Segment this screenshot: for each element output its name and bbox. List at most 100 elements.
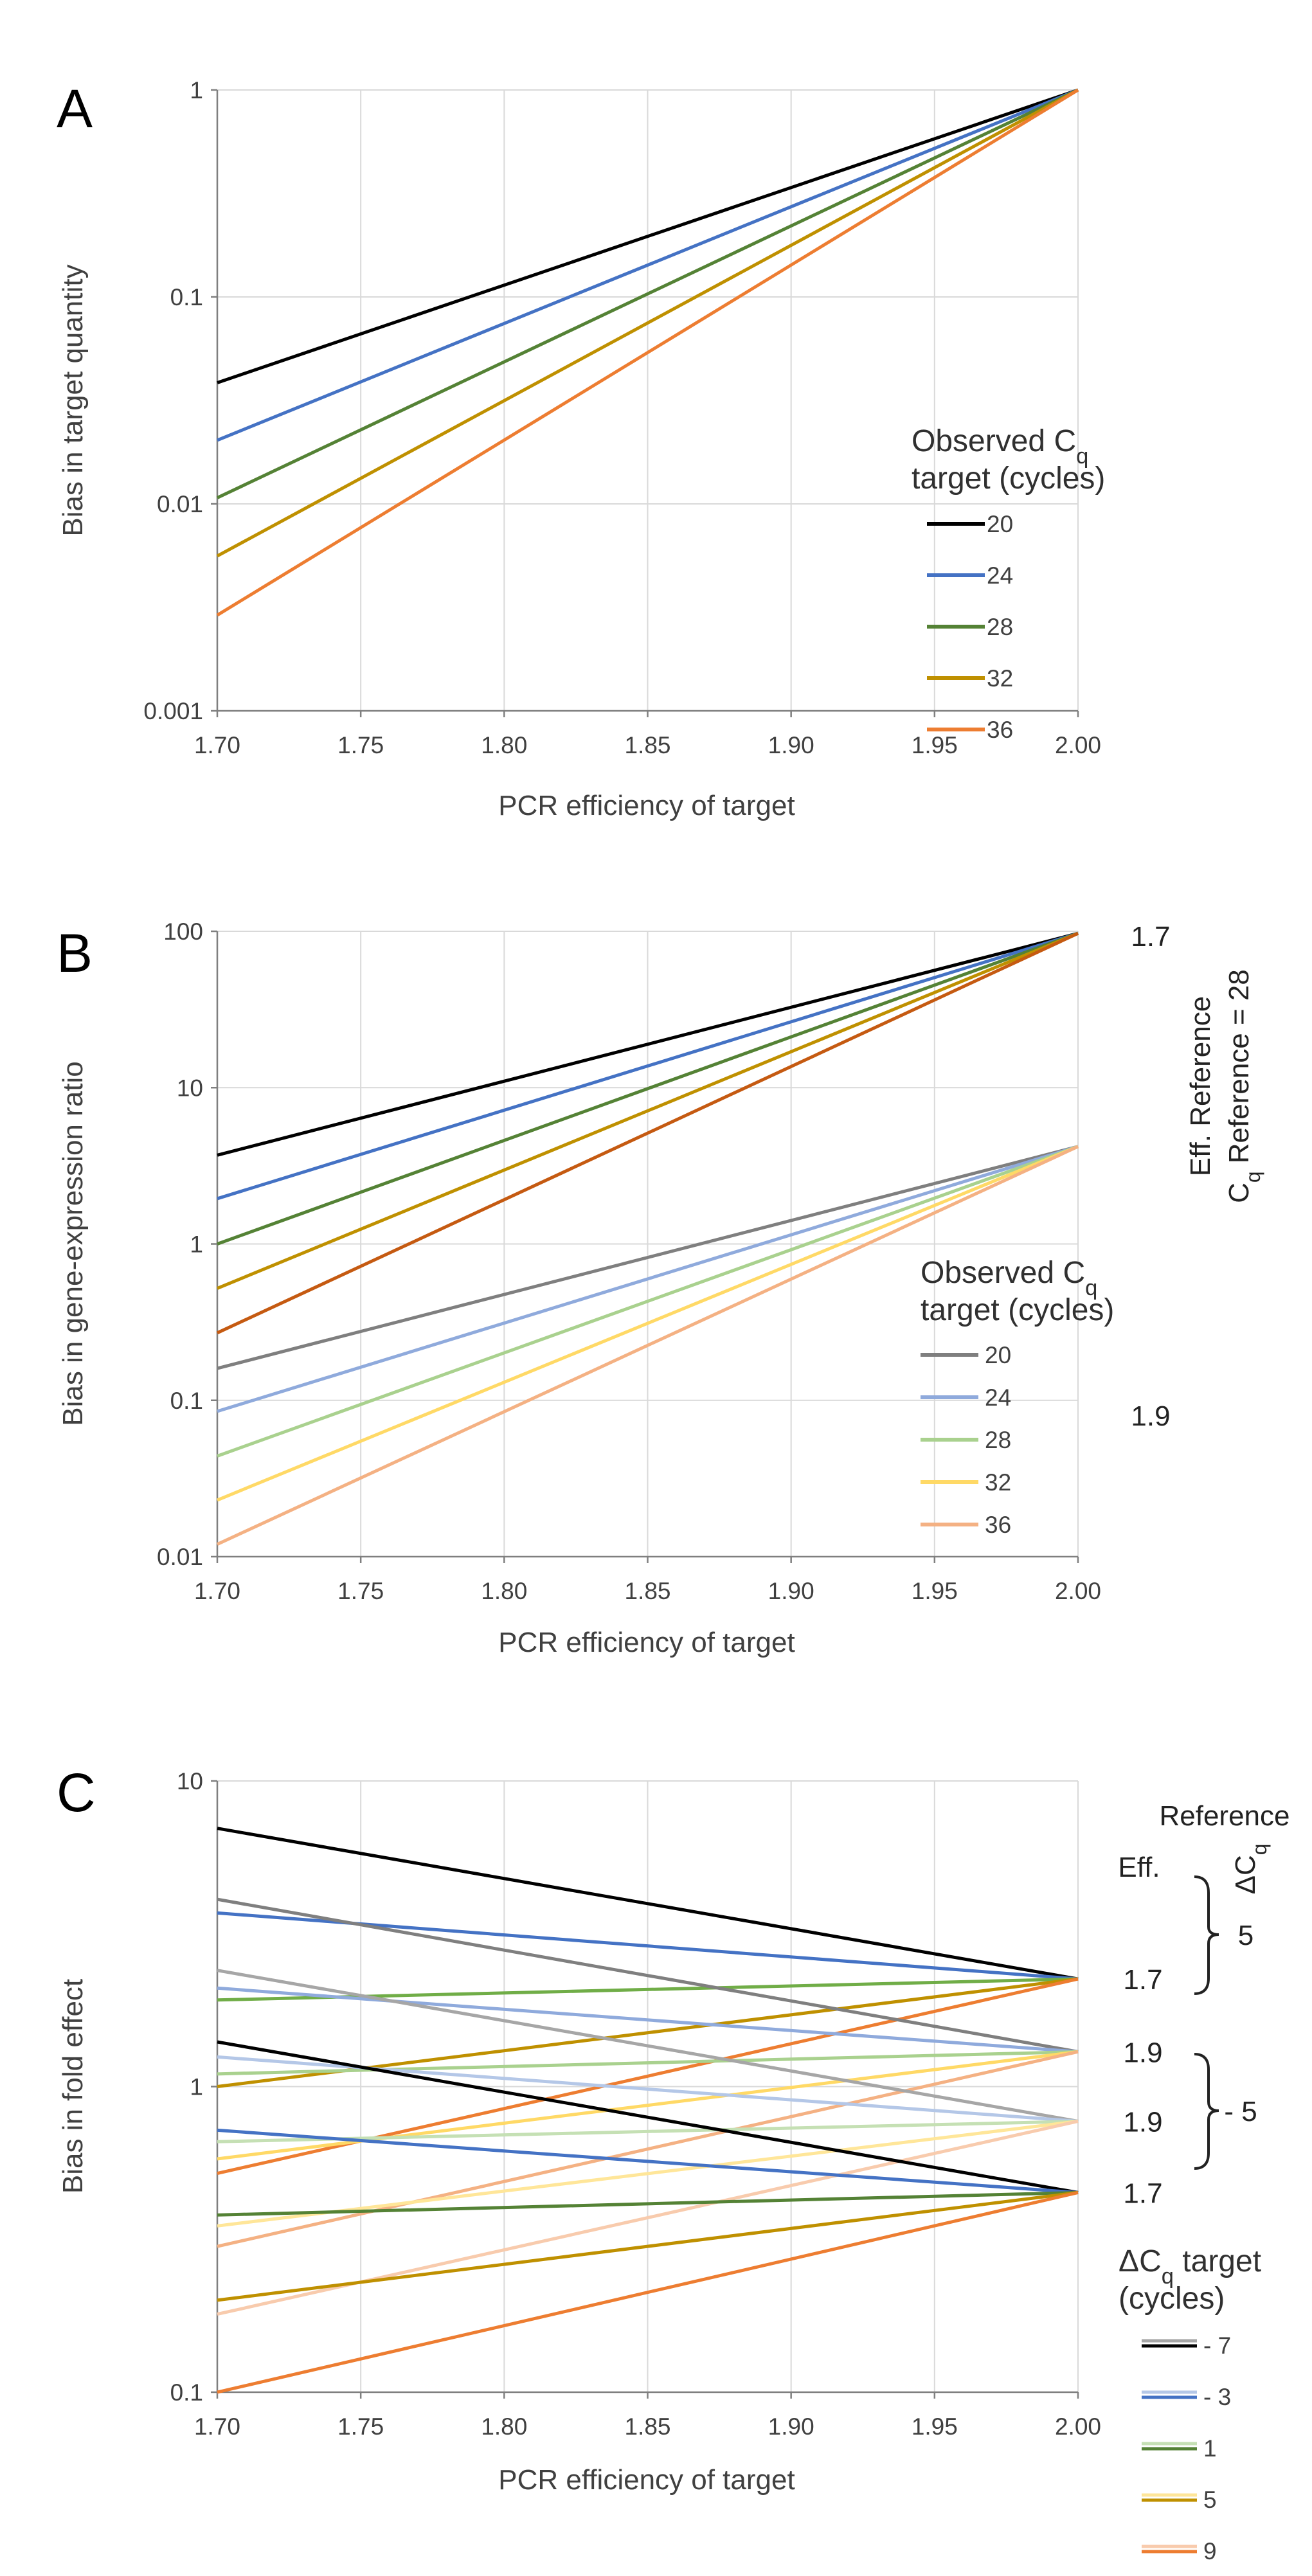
x-tick-label: 2.00 [1055, 2413, 1101, 2440]
x-tick-label: 2.00 [1055, 1578, 1101, 1604]
series-line [217, 1986, 1079, 2053]
series-line [216, 88, 1079, 558]
series-line [217, 2119, 1079, 2228]
x-tick-label: 1.85 [624, 2413, 670, 2440]
brace-positive [1194, 1875, 1219, 1995]
series-line [217, 2128, 1079, 2194]
x-axis-title: PCR efficiency of target [498, 790, 795, 821]
y-tick-label: 0.1 [170, 284, 203, 310]
panel-letter: B [57, 923, 93, 983]
y-axis-title: Bias in fold effect [57, 1979, 89, 2194]
legend-label: 28 [987, 614, 1013, 640]
y-tick-label: 1 [190, 77, 203, 103]
x-tick-label: 1.90 [768, 1578, 814, 1604]
series-line [217, 2190, 1079, 2217]
y-tick-label: 0.01 [157, 1544, 203, 1570]
brace-negative [1194, 2053, 1219, 2170]
series-line [217, 1827, 1079, 1981]
legend-label: 1 [1203, 2435, 1217, 2462]
y-axis-title: Bias in target quantity [57, 264, 89, 536]
series-line [217, 931, 1079, 1246]
legend-label: 32 [987, 665, 1013, 692]
series-line [217, 1145, 1079, 1458]
series-line [217, 1969, 1079, 2123]
end-label-eff-ref: 1.9 [1131, 1400, 1170, 1432]
legend-label: - 3 [1203, 2384, 1231, 2410]
end-label-eff-ref: 1.7 [1123, 1964, 1162, 1996]
end-label-eff-ref: 1.9 [1123, 2037, 1162, 2068]
eff-header: Eff. [1118, 1852, 1160, 1883]
legend-title-line2: (cycles) [1119, 2282, 1225, 2316]
series-line [217, 931, 1079, 1157]
x-tick-label: 1.70 [194, 732, 240, 758]
x-tick-label: 1.95 [912, 1578, 958, 1604]
dcq-value: - 5 [1224, 2096, 1257, 2127]
x-tick-label: 1.85 [624, 732, 670, 758]
legend-title-line2: target (cycles) [912, 461, 1105, 496]
x-tick-label: 1.70 [194, 1578, 240, 1604]
panel-b: B 1.70 1.75 1.80 1.85 1.90 1.95 2.00 0.01 0.1 1 10 1… [57, 918, 1264, 1658]
legend-label: 20 [987, 511, 1013, 537]
series-line [217, 2190, 1079, 2302]
x-tick-label: 1.95 [912, 2413, 958, 2440]
end-label-eff-ref: 1.7 [1123, 2178, 1162, 2209]
x-tick-label: 1.80 [481, 1578, 527, 1604]
x-tick-label: 1.75 [337, 732, 384, 758]
series-line [217, 1897, 1079, 2053]
reference-title: Reference [1159, 1800, 1290, 1832]
y-tick-label: 0.1 [170, 2379, 203, 2406]
series-line [217, 2119, 1079, 2143]
series-line [216, 931, 1079, 1335]
legend-label: 24 [987, 562, 1013, 589]
series-line [217, 88, 1079, 442]
series-line [217, 2050, 1079, 2076]
series-line [217, 931, 1079, 1290]
y-tick-label: 1 [190, 1231, 203, 1258]
legend-title-line2: target (cycles) [921, 1293, 1114, 1327]
series-line [217, 88, 1079, 384]
x-axis-title: PCR efficiency of target [498, 2464, 795, 2496]
legend-label: - 7 [1203, 2332, 1231, 2359]
series-line [217, 2190, 1079, 2394]
series-line [217, 931, 1079, 1201]
x-tick-label: 1.75 [337, 2413, 384, 2440]
legend-label: 9 [1203, 2538, 1217, 2564]
series-line [216, 1145, 1079, 1546]
y-tick-label: 1 [190, 2074, 203, 2100]
series-line [217, 1145, 1079, 1370]
legend-label: 36 [987, 717, 1013, 743]
x-tick-label: 1.95 [912, 732, 958, 758]
legend-title: Observed Cq [912, 424, 1088, 469]
x-axis-title: PCR efficiency of target [498, 1627, 795, 1658]
panel-letter: C [57, 1762, 96, 1823]
dcq-header: ΔCq [1230, 1844, 1271, 1895]
y-tick-label: 10 [177, 1768, 203, 1794]
legend-label: 36 [985, 1512, 1011, 1538]
series-line [216, 88, 1079, 499]
side-title-eff-reference: Eff. Reference [1185, 996, 1216, 1176]
x-tick-label: 1.90 [768, 732, 814, 758]
y-tick-label: 0.1 [170, 1388, 203, 1414]
x-tick-label: 1.90 [768, 2413, 814, 2440]
legend-title: Observed Cq [921, 1256, 1097, 1300]
x-tick-label: 2.00 [1055, 732, 1101, 758]
side-title-cq-reference: Cq Reference = 28 [1223, 969, 1264, 1203]
series-line [217, 2040, 1079, 2194]
y-tick-label: 10 [177, 1075, 203, 1101]
y-tick-label: 0.01 [157, 491, 203, 517]
x-tick-label: 1.80 [481, 2413, 527, 2440]
end-label-eff-ref: 1.9 [1123, 2106, 1162, 2138]
legend-title: ΔCq target [1119, 2244, 1261, 2289]
x-tick-label: 1.85 [624, 1578, 670, 1604]
dcq-value: 5 [1238, 1920, 1254, 1951]
end-label-eff-ref: 1.7 [1131, 921, 1170, 953]
legend-label: 24 [985, 1384, 1011, 1411]
y-tick-label: 0.001 [143, 698, 203, 724]
legend-label: 28 [985, 1427, 1011, 1453]
y-tick-label: 100 [163, 918, 203, 945]
legend-label: 5 [1203, 2487, 1217, 2513]
x-tick-label: 1.70 [194, 2413, 240, 2440]
y-axis-title: Bias in gene-expression ratio [57, 1061, 89, 1426]
